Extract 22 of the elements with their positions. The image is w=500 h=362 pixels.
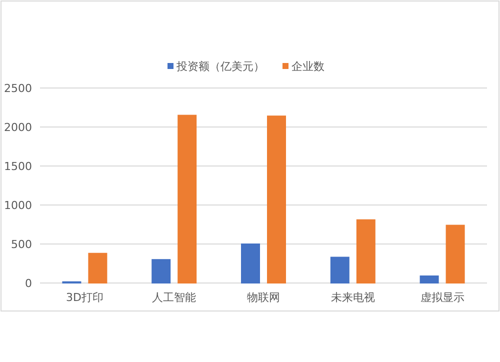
x-tick-label: 3D打印 [66,291,104,304]
y-tick-label: 1500 [4,160,32,173]
bar [330,256,350,284]
y-tick-label: 2000 [4,121,32,134]
bar [420,275,439,284]
x-tick-label: 物联网 [247,291,280,304]
legend-label: 投资额（亿美元） [176,60,264,73]
bar [88,252,108,284]
y-tick-label: 0 [25,277,32,290]
bar [356,219,376,284]
legend-label: 企业数 [292,60,324,73]
y-tick-label: 500 [11,238,32,251]
bar [241,244,260,284]
y-tick-label: 1000 [4,199,32,212]
bar [267,116,286,284]
x-tick-label: 虚拟显示 [420,291,464,304]
x-tick-label: 人工智能 [152,291,196,304]
bar [178,114,197,284]
bar [152,259,171,284]
x-tick-label: 未来电视 [330,291,375,304]
bar [446,224,465,284]
y-tick-label: 2500 [4,82,32,95]
